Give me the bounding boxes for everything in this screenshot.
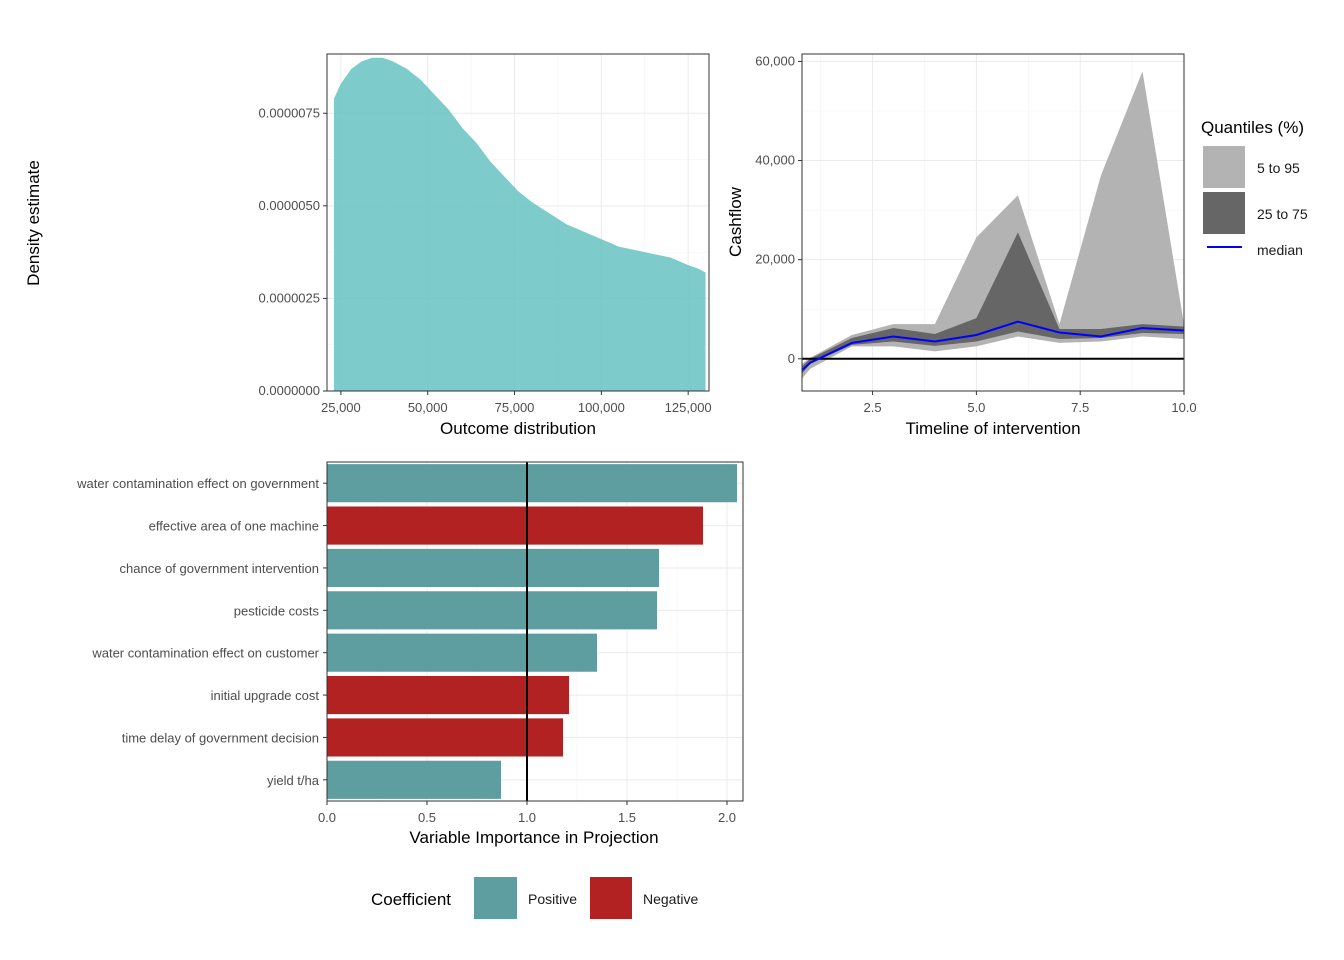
density-x-tick-label: 100,000 <box>578 400 625 415</box>
legend-label-negative: Negative <box>643 891 698 907</box>
cashflow-x-axis-title: Timeline of intervention <box>905 419 1080 438</box>
vip-legend: Coefficient Positive Negative <box>371 877 698 919</box>
density-x-tick-label: 125,000 <box>665 400 712 415</box>
cashflow-y-tick-label: 40,000 <box>755 153 795 168</box>
cashflow-legend: Quantiles (%) 5 to 95 25 to 75 median <box>1201 118 1308 258</box>
vip-x-tick-label: 0.0 <box>318 810 336 825</box>
vip-bar <box>327 464 737 503</box>
cashflow-x-tick-label: 7.5 <box>1071 400 1089 415</box>
density-x-axis-title: Outcome distribution <box>440 419 596 438</box>
cashflow-x-tick-label: 2.5 <box>864 400 882 415</box>
vip-bar <box>327 718 563 757</box>
density-y-axis-title: Density estimate <box>24 160 43 286</box>
vip-bar <box>327 675 569 715</box>
density-panel: 0.0000000 0.0000025 0.0000050 0.0000075 25,… <box>24 53 712 438</box>
vip-panel: water contamination effect on government… <box>76 461 744 919</box>
vip-bar <box>327 633 597 672</box>
vip-bar <box>327 548 659 588</box>
density-y-tick-label: 0.0000075 <box>259 105 320 120</box>
vip-panel-border <box>326 461 744 802</box>
vip-category-label: water contamination effect on government <box>76 476 319 491</box>
density-y-tick-label: 0.0000050 <box>259 198 320 213</box>
cashflow-x-tick-label: 10.0 <box>1171 400 1196 415</box>
density-panel-border <box>326 53 710 392</box>
density-y-ticks: 0.0000000 0.0000025 0.0000050 0.0000075 <box>259 105 327 398</box>
legend-label-median: median <box>1257 242 1303 258</box>
cashflow-y-axis-title: Cashflow <box>726 186 745 257</box>
cashflow-y-tick-label: 60,000 <box>755 53 795 68</box>
cashflow-x-tick-label: 5.0 <box>967 400 985 415</box>
density-area <box>333 57 706 391</box>
vip-category-label: initial upgrade cost <box>211 688 320 703</box>
density-x-tick-label: 75,000 <box>495 400 535 415</box>
vip-x-tick-label: 1.5 <box>618 810 636 825</box>
legend-label-outer: 5 to 95 <box>1257 160 1300 176</box>
vip-category-label: effective area of one machine <box>149 519 319 534</box>
cashflow-y-ticks: 0 20,000 40,000 60,000 <box>755 53 802 366</box>
cashflow-median-line <box>801 320 1185 371</box>
cashflow-y-tick-label: 20,000 <box>755 252 795 267</box>
density-y-tick-label: 0.0000025 <box>259 290 320 305</box>
vip-category-label: water contamination effect on customer <box>91 646 319 661</box>
vip-bar <box>327 591 657 630</box>
vip-marks <box>326 461 744 802</box>
vip-category-label: pesticide costs <box>234 603 320 618</box>
vip-x-ticks: 0.0 0.5 1.0 1.5 2.0 <box>318 801 736 825</box>
cashflow-legend-title: Quantiles (%) <box>1201 118 1304 137</box>
legend-swatch-inner <box>1203 192 1245 234</box>
vip-legend-title: Coefficient <box>371 890 451 909</box>
legend-label-inner: 25 to 75 <box>1257 206 1308 222</box>
legend-swatch-positive <box>474 877 517 919</box>
legend-swatch-negative <box>590 877 632 919</box>
vip-y-ticks: water contamination effect on government… <box>76 476 327 788</box>
cashflow-x-ticks: 2.5 5.0 7.5 10.0 <box>864 391 1197 415</box>
vip-x-tick-label: 0.5 <box>418 810 436 825</box>
cashflow-band-5-to-95 <box>802 71 1184 379</box>
vip-category-label: chance of government intervention <box>120 561 319 576</box>
vip-x-axis-title: Variable Importance in Projection <box>409 828 658 847</box>
density-y-tick-label: 0.0000000 <box>259 383 320 398</box>
vip-bar <box>327 506 703 545</box>
vip-x-tick-label: 2.0 <box>718 810 736 825</box>
legend-label-positive: Positive <box>528 891 577 907</box>
vip-category-label: time delay of government decision <box>122 730 319 745</box>
density-marks <box>326 53 710 392</box>
cashflow-marks <box>801 53 1185 392</box>
cashflow-band-25-to-75 <box>802 232 1184 374</box>
vip-x-tick-label: 1.0 <box>518 810 536 825</box>
cashflow-panel-border <box>801 53 1185 392</box>
vip-bar <box>327 760 501 799</box>
density-x-ticks: 25,000 50,000 75,000 100,000 125,000 <box>321 391 712 415</box>
legend-swatch-outer <box>1203 146 1245 188</box>
vip-category-label: yield t/ha <box>267 773 320 788</box>
density-x-tick-label: 50,000 <box>408 400 448 415</box>
density-x-tick-label: 25,000 <box>321 400 361 415</box>
cashflow-panel: 0 20,000 40,000 60,000 2.5 5.0 7.5 10.0 Timeli… <box>726 53 1308 438</box>
cashflow-y-tick-label: 0 <box>788 351 795 366</box>
